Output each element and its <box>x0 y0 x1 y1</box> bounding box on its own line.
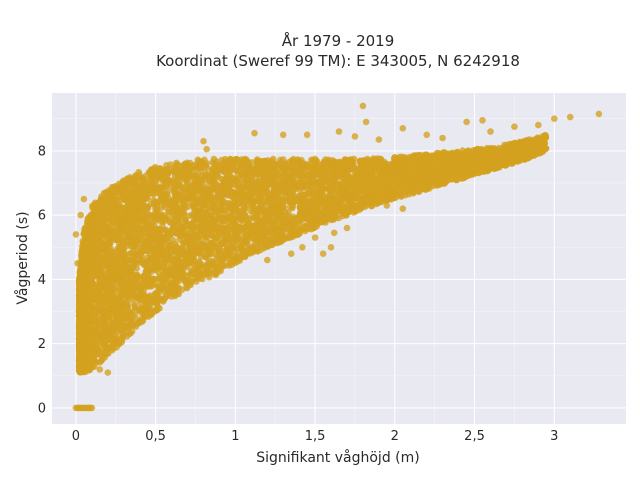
data-point <box>132 173 140 180</box>
grid-lines <box>52 93 626 424</box>
data-point <box>161 284 169 291</box>
data-point <box>421 153 429 160</box>
data-point <box>175 175 183 183</box>
data-point <box>137 299 144 307</box>
data-point <box>297 200 305 208</box>
data-point <box>117 325 124 332</box>
data-point <box>79 240 87 247</box>
data-point <box>164 272 171 280</box>
chart-title: År 1979 - 2019 <box>282 31 395 50</box>
data-point <box>213 158 220 165</box>
data-point <box>117 204 124 212</box>
data-point <box>266 228 274 235</box>
data-point <box>127 323 134 330</box>
data-point <box>165 257 173 265</box>
data-point <box>124 311 132 319</box>
data-point <box>205 273 213 281</box>
data-point <box>253 156 261 163</box>
data-point <box>269 155 277 163</box>
data-point <box>241 212 249 219</box>
data-point <box>220 238 227 246</box>
data-point <box>108 220 116 227</box>
data-points <box>72 102 603 412</box>
chart-subtitle: Koordinat (Sweref 99 TM): E 343005, N 62… <box>156 52 520 70</box>
data-point <box>201 217 208 225</box>
data-point <box>288 204 296 212</box>
data-point <box>116 319 123 326</box>
